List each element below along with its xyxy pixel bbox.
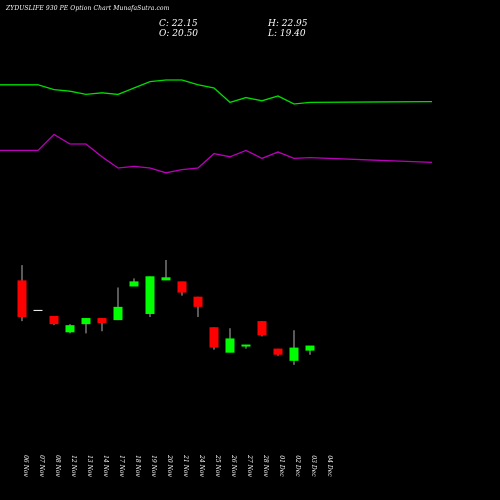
- x-tick-label: 24 Nov: [198, 454, 205, 477]
- x-tick-label: 25 Nov: [214, 454, 221, 477]
- x-axis-ticks: 06 Nov 07 Nov 08 Nov 12 Nov 13 Nov 14 Nov 17 N…: [22, 454, 333, 477]
- candle: [33, 309, 43, 311]
- candle: [193, 296, 203, 318]
- candle-body: [113, 306, 123, 321]
- candle: [97, 318, 107, 332]
- candle-body: [257, 321, 267, 336]
- candle: [145, 276, 155, 318]
- candle-body: [177, 281, 187, 293]
- candle: [273, 348, 283, 356]
- chart-title: ZYDUSLIFE 930 PE Option Chart MunafaSutr…: [6, 5, 170, 12]
- candle: [49, 316, 59, 326]
- candle-body: [241, 344, 251, 347]
- candle-body: [273, 348, 283, 355]
- candle-body: [65, 325, 75, 333]
- candle: [17, 265, 27, 322]
- candle-body: [17, 280, 27, 318]
- x-tick-label: 14 Nov: [102, 455, 109, 477]
- candle: [209, 327, 219, 350]
- x-tick-label: 02 Dec: [294, 455, 301, 477]
- candle-body: [33, 309, 43, 311]
- x-tick-label: 04 Dec: [326, 455, 333, 477]
- candle: [305, 345, 315, 355]
- candle-body: [97, 318, 107, 324]
- candle: [129, 278, 139, 287]
- indicator-line-1: [0, 79, 433, 105]
- x-tick-label: 28 Nov: [262, 454, 269, 477]
- candle-body: [193, 296, 203, 307]
- candle-body: [145, 276, 155, 314]
- candle-body: [209, 327, 219, 348]
- x-tick-label: 27 Nov: [246, 454, 253, 477]
- candle: [257, 321, 267, 337]
- candle-body: [81, 318, 91, 325]
- x-tick-label: 03 Dec: [310, 455, 317, 477]
- candle: [65, 324, 75, 334]
- candle: [161, 260, 171, 281]
- candle: [225, 328, 235, 353]
- candle-body: [161, 277, 171, 281]
- x-tick-label: 01 Dec: [278, 455, 285, 477]
- x-tick-label: 18 Nov: [134, 455, 141, 477]
- indicator-line-2: [0, 133, 433, 174]
- candle-body: [305, 345, 315, 351]
- x-tick-label: 08 Nov: [54, 455, 61, 477]
- candle: [289, 330, 299, 365]
- x-tick-label: 26 Nov: [230, 454, 237, 477]
- candle: [177, 281, 187, 296]
- candle: [241, 344, 251, 349]
- candle-body: [129, 281, 139, 287]
- close-value: C: 22.15: [159, 19, 198, 29]
- candle: [113, 287, 123, 321]
- low-value: L: 19.40: [268, 29, 306, 39]
- candle: [81, 318, 91, 334]
- candles: [17, 260, 315, 365]
- x-tick-label: 13 Nov: [86, 455, 93, 477]
- candle-body: [225, 338, 235, 353]
- x-tick-label: 17 Nov: [118, 455, 125, 477]
- x-tick-label: 12 Nov: [70, 455, 77, 477]
- x-tick-label: 19 Nov: [150, 455, 157, 477]
- open-value: O: 20.50: [159, 29, 199, 39]
- x-tick-label: 21 Nov: [182, 454, 189, 477]
- indicator-lines: [0, 79, 433, 174]
- high-value: H: 22.95: [268, 19, 308, 29]
- candle-body: [289, 347, 299, 361]
- candle-body: [49, 316, 59, 325]
- x-tick-label: 20 Nov: [166, 454, 173, 477]
- x-tick-label: 06 Nov: [22, 455, 29, 477]
- x-tick-label: 07 Nov: [38, 455, 45, 477]
